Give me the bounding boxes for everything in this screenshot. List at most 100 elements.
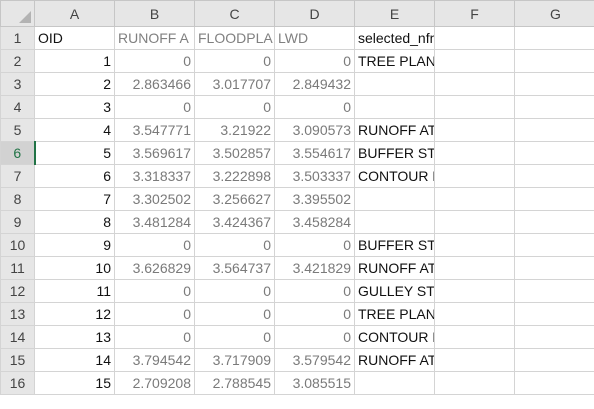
nfm-cell[interactable]: BUFFER STRIP <box>354 233 435 257</box>
column-header-d[interactable]: D <box>274 0 355 27</box>
empty-cell-g[interactable] <box>514 325 594 349</box>
value-cell-c[interactable]: 3.017707 <box>194 72 275 96</box>
empty-cell-g[interactable] <box>514 256 594 280</box>
value-cell-b[interactable]: 0 <box>114 325 195 349</box>
nfm-cell[interactable]: TREE PLANT <box>354 49 435 73</box>
value-cell-c[interactable]: 3.502857 <box>194 141 275 165</box>
value-cell-c[interactable]: 0 <box>194 279 275 303</box>
oid-cell[interactable]: 7 <box>34 187 115 211</box>
value-cell-d[interactable]: 3.458284 <box>274 210 355 234</box>
empty-cell-f[interactable] <box>434 141 515 165</box>
empty-cell-f[interactable] <box>434 256 515 280</box>
value-cell-c[interactable]: 0 <box>194 325 275 349</box>
empty-cell-f[interactable] <box>434 279 515 303</box>
empty-cell-g[interactable] <box>514 164 594 188</box>
empty-cell-g[interactable] <box>514 118 594 142</box>
value-cell-b[interactable]: 0 <box>114 233 195 257</box>
value-cell-d[interactable]: 3.554617 <box>274 141 355 165</box>
value-cell-d[interactable]: 0 <box>274 279 355 303</box>
value-cell-b[interactable]: 2.863466 <box>114 72 195 96</box>
column-header-e[interactable]: E <box>354 0 435 27</box>
row-header[interactable]: 6 <box>0 141 36 165</box>
row-header[interactable]: 1 <box>0 26 35 50</box>
nfm-cell[interactable] <box>354 187 435 211</box>
empty-cell-f[interactable] <box>434 72 515 96</box>
value-cell-b[interactable]: 3.794542 <box>114 348 195 372</box>
empty-cell-f[interactable] <box>434 325 515 349</box>
value-cell-b[interactable]: 3.547771 <box>114 118 195 142</box>
empty-cell-g[interactable] <box>514 187 594 211</box>
value-cell-d[interactable]: 3.503337 <box>274 164 355 188</box>
value-cell-d[interactable]: 0 <box>274 325 355 349</box>
column-header-b[interactable]: B <box>114 0 195 27</box>
value-cell-c[interactable]: 3.717909 <box>194 348 275 372</box>
oid-cell[interactable]: 12 <box>34 302 115 326</box>
row-header[interactable]: 2 <box>0 49 35 73</box>
row-header[interactable]: 5 <box>0 118 35 142</box>
value-cell-b[interactable]: 0 <box>114 95 195 119</box>
empty-cell-f[interactable] <box>434 371 515 395</box>
empty-cell-g[interactable] <box>514 72 594 96</box>
nfm-cell[interactable]: TREE PLANT <box>354 302 435 326</box>
oid-cell[interactable]: 4 <box>34 118 115 142</box>
header-cell-d[interactable]: LWD <box>274 26 355 50</box>
header-cell-e[interactable]: selected_nfm_above_3_5 <box>354 26 435 50</box>
value-cell-b[interactable]: 0 <box>114 49 195 73</box>
nfm-cell[interactable] <box>354 210 435 234</box>
row-header[interactable]: 15 <box>0 348 35 372</box>
oid-cell[interactable]: 14 <box>34 348 115 372</box>
header-cell-b[interactable]: RUNOFF A <box>114 26 195 50</box>
oid-cell[interactable]: 8 <box>34 210 115 234</box>
oid-cell[interactable]: 2 <box>34 72 115 96</box>
value-cell-d[interactable]: 3.421829 <box>274 256 355 280</box>
value-cell-b[interactable]: 3.481284 <box>114 210 195 234</box>
value-cell-b[interactable]: 3.626829 <box>114 256 195 280</box>
empty-cell-f[interactable] <box>434 49 515 73</box>
value-cell-b[interactable]: 3.302502 <box>114 187 195 211</box>
oid-cell[interactable]: 9 <box>34 233 115 257</box>
empty-cell-g[interactable] <box>514 279 594 303</box>
empty-cell-f[interactable] <box>434 118 515 142</box>
value-cell-c[interactable]: 0 <box>194 49 275 73</box>
oid-cell[interactable]: 13 <box>34 325 115 349</box>
value-cell-d[interactable]: 0 <box>274 95 355 119</box>
value-cell-c[interactable]: 3.256627 <box>194 187 275 211</box>
empty-cell-f[interactable] <box>434 233 515 257</box>
nfm-cell[interactable] <box>354 95 435 119</box>
oid-cell[interactable]: 10 <box>34 256 115 280</box>
empty-cell-f[interactable] <box>434 348 515 372</box>
empty-cell-f[interactable] <box>434 164 515 188</box>
nfm-cell[interactable]: CONTOUR PLOUGH <box>354 164 435 188</box>
empty-cell-f[interactable] <box>434 26 515 50</box>
value-cell-c[interactable]: 0 <box>194 95 275 119</box>
oid-cell[interactable]: 15 <box>34 371 115 395</box>
empty-cell-g[interactable] <box>514 95 594 119</box>
value-cell-c[interactable]: 0 <box>194 302 275 326</box>
value-cell-c[interactable]: 0 <box>194 233 275 257</box>
column-header-f[interactable]: F <box>434 0 515 27</box>
row-header[interactable]: 12 <box>0 279 35 303</box>
header-cell-c[interactable]: FLOODPLA <box>194 26 275 50</box>
empty-cell-g[interactable] <box>514 141 594 165</box>
oid-cell[interactable]: 3 <box>34 95 115 119</box>
row-header[interactable]: 16 <box>0 371 35 395</box>
empty-cell-g[interactable] <box>514 26 594 50</box>
value-cell-d[interactable]: 3.085515 <box>274 371 355 395</box>
value-cell-b[interactable]: 3.569617 <box>114 141 195 165</box>
empty-cell-g[interactable] <box>514 233 594 257</box>
value-cell-c[interactable]: 3.21922 <box>194 118 275 142</box>
empty-cell-g[interactable] <box>514 348 594 372</box>
nfm-cell[interactable]: GULLEY STUFFING <box>354 279 435 303</box>
value-cell-d[interactable]: 0 <box>274 49 355 73</box>
nfm-cell[interactable]: RUNOFF ATTENUATION FEATUR <box>354 118 435 142</box>
header-cell-a[interactable]: OID <box>34 26 115 50</box>
value-cell-c[interactable]: 3.424367 <box>194 210 275 234</box>
empty-cell-g[interactable] <box>514 49 594 73</box>
oid-cell[interactable]: 5 <box>34 141 115 165</box>
value-cell-b[interactable]: 3.318337 <box>114 164 195 188</box>
value-cell-d[interactable]: 3.090573 <box>274 118 355 142</box>
row-header[interactable]: 14 <box>0 325 35 349</box>
row-header[interactable]: 7 <box>0 164 35 188</box>
empty-cell-g[interactable] <box>514 210 594 234</box>
nfm-cell[interactable]: RUNOFF ATTENUATION FEATUR <box>354 256 435 280</box>
